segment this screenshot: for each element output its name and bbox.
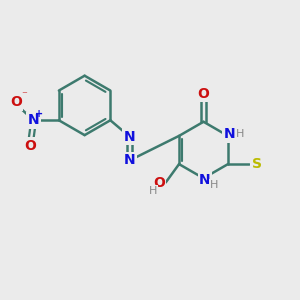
Text: N: N [124, 153, 136, 167]
Text: O: O [153, 176, 165, 190]
Text: H: H [149, 186, 158, 196]
Text: N: N [199, 173, 211, 187]
Text: +: + [34, 109, 43, 119]
Text: H: H [236, 129, 244, 140]
Text: N: N [124, 130, 136, 144]
Text: H: H [210, 180, 218, 190]
Text: O: O [25, 139, 37, 152]
Text: N: N [224, 128, 235, 141]
Text: O: O [198, 87, 209, 101]
Text: ⁻: ⁻ [21, 91, 27, 100]
Text: S: S [252, 157, 262, 171]
Text: N: N [28, 113, 39, 127]
Text: O: O [10, 95, 22, 110]
